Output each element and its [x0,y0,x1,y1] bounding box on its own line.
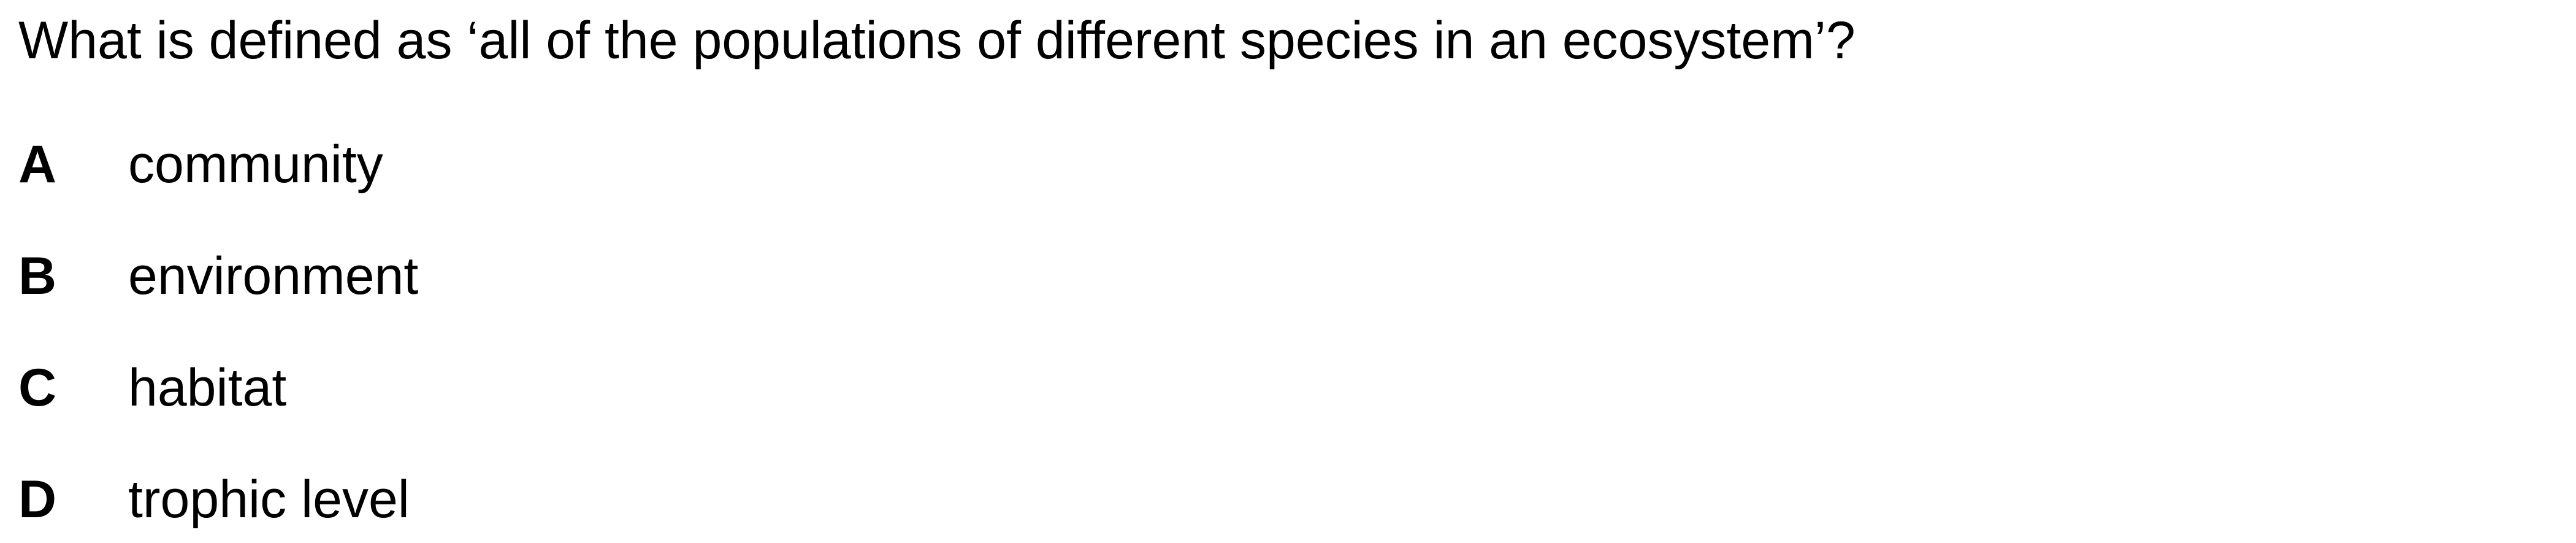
question-text: What is defined as ‘all of the populatio… [18,11,1856,70]
option-text: trophic level [128,470,410,529]
option-text: environment [128,247,419,306]
option-letter: D [18,470,57,529]
option-letter: A [18,135,57,194]
option-text: community [128,135,383,194]
option-letter: C [18,358,57,417]
option-text: habitat [128,358,287,417]
option-letter: B [18,247,57,306]
